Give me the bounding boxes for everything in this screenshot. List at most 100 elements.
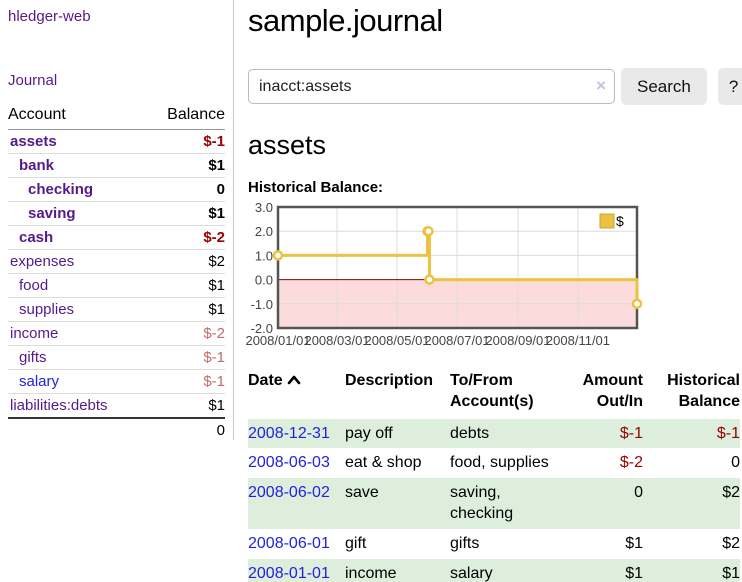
accounts-total-row: 0 — [8, 417, 225, 442]
account-row: cash $-2 — [8, 225, 225, 250]
search-button[interactable]: Search — [621, 68, 707, 105]
account-link[interactable]: cash — [19, 229, 54, 246]
account-balance: $-2 — [145, 321, 225, 346]
transaction-balance: $2 — [722, 483, 740, 501]
account-name-cell: bank — [8, 153, 146, 178]
account-name-cell: expenses — [8, 249, 146, 274]
account-row: liabilities:debts $1 — [8, 393, 225, 419]
transaction-accounts: saving, checking — [450, 483, 514, 523]
account-link[interactable]: salary — [19, 373, 60, 390]
svg-text:-1.0: -1.0 — [251, 297, 273, 312]
transaction-balance: $2 — [722, 534, 740, 552]
chart-title: Historical Balance: — [248, 179, 384, 196]
account-row: salary $-1 — [8, 369, 225, 394]
account-balance: $1 — [145, 273, 225, 298]
account-row: bank $1 — [8, 153, 225, 178]
nav-journal-link[interactable]: Journal — [8, 72, 58, 89]
svg-text:1.0: 1.0 — [255, 248, 273, 263]
transaction-date-cell: 2008-06-03 — [248, 448, 345, 478]
account-row: supplies $1 — [8, 297, 225, 322]
transaction-balance: $-1 — [716, 424, 740, 442]
account-link[interactable]: saving — [28, 205, 76, 222]
account-balance: $-1 — [145, 345, 225, 370]
transaction-description: eat & shop — [345, 454, 422, 472]
app-title-link[interactable]: hledger-web — [8, 8, 91, 25]
account-link[interactable]: assets — [10, 133, 57, 150]
transaction-row: 2008-06-03 eat & shop food, supplies $-2 0 — [248, 448, 740, 478]
transaction-row: 2008-01-01 income salary $1 $1 — [248, 558, 740, 582]
account-name-cell: salary — [8, 369, 146, 394]
transaction-date-link[interactable]: 2008-06-03 — [248, 454, 330, 472]
account-link[interactable]: checking — [28, 181, 94, 198]
account-link[interactable]: gifts — [19, 349, 47, 366]
clear-search-icon[interactable]: × — [596, 76, 606, 95]
account-name-cell: liabilities:debts — [8, 393, 146, 419]
transaction-amount: $1 — [625, 534, 643, 552]
register-header-accounts: To/From Account(s) — [450, 372, 534, 410]
account-row: assets $-1 — [8, 129, 225, 154]
accounts-header-account: Account — [8, 103, 146, 130]
transaction-description: gift — [345, 534, 367, 552]
svg-text:2.0: 2.0 — [255, 224, 273, 239]
transaction-date-cell: 2008-12-31 — [248, 419, 345, 449]
account-name-cell: supplies — [8, 297, 146, 322]
main-content: sample.journal × Search ? assets Histori… — [245, 0, 742, 582]
register-header-row: Date Description To/From Account(s) Amou… — [248, 369, 740, 419]
search-input-wrap: × — [248, 69, 615, 104]
sort-asc-icon — [287, 375, 300, 385]
transaction-accounts: salary — [450, 564, 493, 582]
account-link[interactable]: supplies — [19, 301, 75, 318]
transaction-date-link[interactable]: 2008-12-31 — [248, 424, 330, 442]
account-name-cell: gifts — [8, 345, 146, 370]
transaction-amount: 0 — [634, 483, 643, 501]
register-header-description: Description — [345, 372, 434, 389]
account-balance: $-1 — [145, 369, 225, 394]
transaction-amount: $-1 — [619, 424, 643, 442]
accounts-total-value: 0 — [145, 417, 225, 442]
account-balance: $-2 — [145, 225, 225, 250]
transaction-date-cell: 2008-01-01 — [248, 559, 345, 582]
transaction-date-link[interactable]: 2008-06-01 — [248, 534, 330, 552]
account-row: gifts $-1 — [8, 345, 225, 370]
account-link[interactable]: income — [10, 325, 59, 342]
register-header-amount: Amount Out/In — [582, 372, 643, 410]
account-link[interactable]: expenses — [10, 253, 75, 270]
sidebar: hledger-web Journal Account Balance asse… — [0, 0, 233, 442]
accounts-total-spacer — [8, 417, 146, 442]
account-link[interactable]: bank — [19, 157, 55, 174]
account-balance: $2 — [145, 249, 225, 274]
accounts-table: Account Balance assets $-1 bank $1 checking 0… — [8, 103, 225, 442]
account-heading: assets — [248, 130, 327, 160]
account-row: food $1 — [8, 273, 225, 298]
register-body: 2008-12-31 pay off debts $-1 $-1 2008-06-03 ea… — [248, 418, 740, 582]
svg-text:2008/07/01: 2008/07/01 — [424, 333, 489, 348]
transaction-date-link[interactable]: 2008-06-02 — [248, 483, 330, 501]
account-name-cell: assets — [8, 129, 146, 154]
svg-text:2008/03/01: 2008/03/01 — [304, 333, 369, 348]
account-link[interactable]: liabilities:debts — [10, 397, 108, 414]
transaction-amount: $1 — [625, 564, 643, 582]
sidebar-divider — [233, 0, 234, 440]
account-balance: $1 — [145, 201, 225, 226]
svg-text:$: $ — [616, 213, 624, 229]
register-header-date[interactable]: Date — [248, 369, 345, 419]
transaction-accounts: debts — [450, 424, 490, 442]
transaction-amount: $-2 — [619, 454, 643, 472]
account-balance: $1 — [145, 393, 225, 419]
account-row: checking 0 — [8, 177, 225, 202]
search-input[interactable] — [248, 69, 615, 104]
transaction-description: save — [345, 483, 379, 501]
account-balance: $1 — [145, 153, 225, 178]
svg-text:2008/09/01: 2008/09/01 — [485, 333, 550, 348]
account-name-cell: food — [8, 273, 146, 298]
account-name-cell: income — [8, 321, 146, 346]
account-link[interactable]: food — [19, 277, 49, 294]
account-name-cell: saving — [8, 201, 146, 226]
transaction-description: pay off — [345, 424, 393, 442]
help-button[interactable]: ? — [717, 68, 742, 105]
account-row: saving $1 — [8, 201, 225, 226]
balance-chart: $3.0 2.0 1.0 0.0 -1.0 -2.02008/01/012008/03/0… — [245, 200, 643, 348]
transaction-date-link[interactable]: 2008-01-01 — [248, 564, 330, 582]
account-balance: $-1 — [145, 129, 225, 154]
account-row: expenses $2 — [8, 249, 225, 274]
